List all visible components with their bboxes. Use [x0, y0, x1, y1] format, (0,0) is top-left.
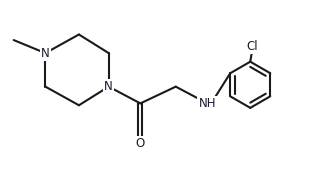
Text: N: N — [104, 80, 113, 93]
Text: O: O — [136, 137, 145, 150]
Text: Cl: Cl — [246, 39, 258, 53]
Text: NH: NH — [199, 97, 216, 110]
Text: N: N — [41, 47, 50, 60]
